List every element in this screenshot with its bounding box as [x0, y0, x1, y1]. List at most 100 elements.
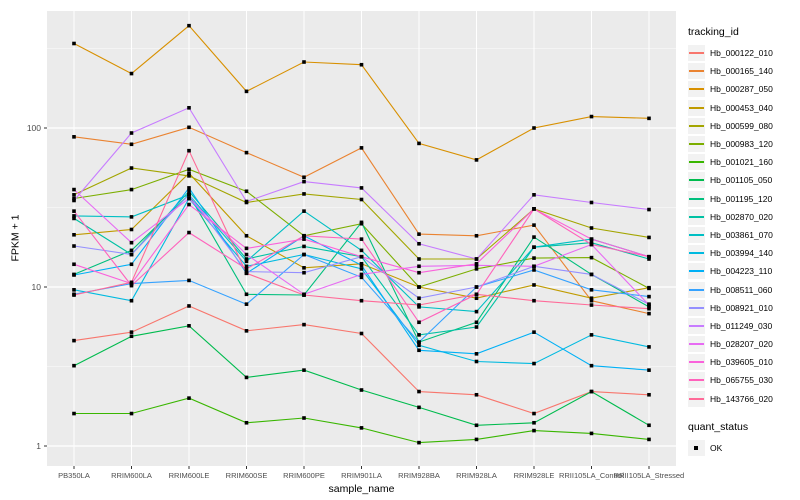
legend-key — [688, 154, 705, 171]
series-color-line-icon — [689, 233, 704, 236]
data-point-Hb_000983_120 — [647, 286, 651, 291]
legend-key — [688, 245, 705, 262]
legend-item-label: Hb_000983_120 — [710, 139, 773, 150]
data-point-Hb_008511_060 — [647, 294, 651, 299]
data-point-Hb_004223_110 — [129, 262, 134, 267]
data-point-Hb_003861_070 — [72, 214, 76, 218]
data-point-Hb_028207_020 — [359, 272, 364, 277]
legend-item: Hb_000287_050 — [688, 80, 773, 98]
series-color-line-icon — [689, 215, 704, 218]
legend: tracking_id Hb_000122_010 Hb_000165_140 Hb… — [688, 26, 773, 457]
legend-item-label: Hb_065755_030 — [710, 375, 773, 386]
data-point-Hb_001021_160 — [129, 411, 134, 416]
data-point-Hb_000287_050 — [589, 114, 594, 119]
data-point-Hb_001021_160 — [647, 437, 651, 442]
data-point-Hb_003994_140 — [417, 343, 421, 348]
data-point-Hb_000983_120 — [532, 256, 536, 260]
data-point-Hb_000165_140 — [647, 311, 651, 316]
data-point-Hb_039605_010 — [589, 237, 594, 241]
data-point-Hb_003861_070 — [302, 209, 306, 213]
data-point-Hb_004223_110 — [359, 263, 364, 268]
data-point-Hb_000453_040 — [474, 296, 479, 301]
data-point-Hb_004223_110 — [532, 330, 536, 334]
data-point-Hb_002870_020 — [244, 257, 249, 261]
data-point-Hb_065755_030 — [244, 267, 249, 271]
data-point-Hb_011249_030 — [129, 131, 134, 135]
data-point-Hb_028207_020 — [532, 264, 536, 269]
data-point-Hb_000122_010 — [187, 304, 191, 308]
data-point-Hb_000165_140 — [474, 233, 479, 238]
data-point-Hb_003994_140 — [589, 333, 594, 337]
data-point-Hb_011249_030 — [359, 186, 364, 190]
data-point-Hb_003861_070 — [417, 305, 421, 309]
data-point-Hb_001021_160 — [302, 416, 306, 420]
data-point-Hb_001195_120 — [129, 248, 134, 253]
legend-item: Hb_001195_120 — [688, 190, 773, 208]
data-point-Hb_143766_020 — [647, 306, 651, 311]
data-point-Hb_028207_020 — [72, 187, 76, 192]
series-color-line-icon — [689, 306, 704, 309]
legend-item-label: Hb_143766_020 — [710, 393, 773, 404]
legend-item-label: Hb_000599_080 — [710, 120, 773, 131]
legend-item: Hb_004223_110 — [688, 262, 773, 280]
series-color-line-icon — [689, 106, 704, 109]
data-point-Hb_004223_110 — [647, 368, 651, 372]
data-point-Hb_143766_020 — [244, 271, 249, 276]
data-point-Hb_011249_030 — [187, 105, 191, 110]
data-point-Hb_011249_030 — [647, 207, 651, 212]
data-point-Hb_001105_050 — [589, 389, 594, 394]
data-point-Hb_000599_080 — [129, 166, 134, 170]
legend-item-label: Hb_000453_040 — [710, 102, 773, 113]
data-point-Hb_001105_050 — [72, 363, 76, 368]
series-color-line-icon — [689, 143, 704, 146]
data-point-Hb_008511_060 — [417, 340, 421, 344]
x-tick-label: RRIM600LA — [111, 471, 152, 480]
legend-key — [688, 172, 705, 189]
series-color-line-icon — [689, 270, 704, 273]
data-point-Hb_001105_050 — [129, 334, 134, 339]
data-point-Hb_003994_140 — [72, 288, 76, 292]
legend-item: Hb_002870_020 — [688, 208, 773, 226]
legend-item: Hb_000453_040 — [688, 99, 773, 117]
data-point-Hb_000287_050 — [647, 116, 651, 121]
x-tick-label: RRIM928LA — [456, 471, 497, 480]
data-point-Hb_008921_010 — [187, 193, 191, 197]
data-point-Hb_000165_140 — [72, 135, 76, 139]
x-tick-label: RRIM901LA — [341, 471, 382, 480]
legend-item-label: Hb_000122_010 — [710, 48, 773, 59]
data-point-Hb_000287_050 — [187, 23, 191, 28]
legend-item: Hb_028207_020 — [688, 335, 773, 353]
data-point-Hb_143766_020 — [589, 303, 594, 307]
legend-item-label: Hb_008511_060 — [710, 284, 773, 295]
legend-item: Hb_001021_160 — [688, 153, 773, 171]
data-point-Hb_008511_060 — [187, 278, 191, 283]
legend-item-label: Hb_000165_140 — [710, 66, 773, 77]
data-point-Hb_028207_020 — [244, 252, 249, 257]
data-point-Hb_000453_040 — [532, 283, 536, 287]
data-point-Hb_001195_120 — [532, 235, 536, 239]
data-point-Hb_039605_010 — [302, 237, 306, 241]
data-point-Hb_011249_030 — [72, 198, 76, 203]
data-point-Hb_000122_010 — [474, 392, 479, 397]
data-point-Hb_039605_010 — [474, 261, 479, 266]
data-point-Hb_000983_120 — [589, 255, 594, 260]
series-color-line-icon — [689, 361, 704, 364]
data-point-Hb_000599_080 — [187, 174, 191, 178]
data-point-Hb_000122_010 — [647, 392, 651, 397]
x-tick-label: RRIM928BA — [398, 471, 440, 480]
series-color-line-icon — [689, 161, 704, 164]
data-point-Hb_001021_160 — [532, 428, 536, 433]
data-point-Hb_000453_040 — [302, 266, 306, 270]
legend-item-ok: OK — [688, 439, 773, 457]
data-point-Hb_039605_010 — [187, 202, 191, 207]
data-point-Hb_004223_110 — [474, 352, 479, 356]
data-point-Hb_004223_110 — [187, 186, 191, 190]
data-point-Hb_001105_050 — [532, 420, 536, 425]
legend-key — [688, 190, 705, 207]
data-point-Hb_143766_020 — [302, 293, 306, 297]
legend-series-list: Hb_000122_010 Hb_000165_140 Hb_000287_050 H… — [688, 44, 773, 408]
data-point-Hb_002870_020 — [187, 189, 191, 194]
legend-item-label: Hb_002870_020 — [710, 211, 773, 222]
data-point-Hb_065755_030 — [589, 242, 594, 247]
data-point-Hb_000165_140 — [359, 146, 364, 150]
